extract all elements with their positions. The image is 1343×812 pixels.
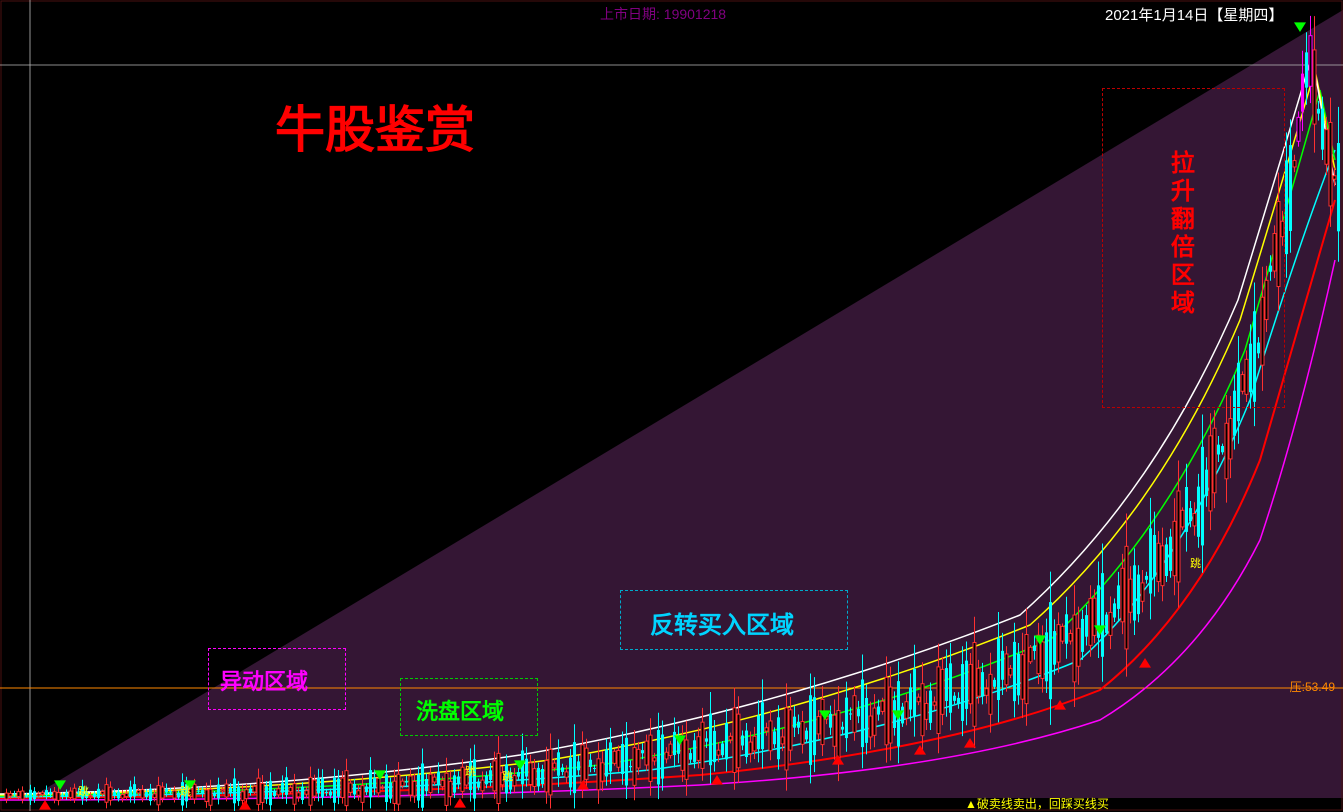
main-title: 牛股鉴赏 [275, 90, 475, 162]
chart-date: 2021年1月14日【星期四】 [1105, 4, 1283, 25]
jump-label: 跳 [1190, 555, 1201, 571]
footer-indicator-text: ▲破卖线卖出，回踩买线买 [965, 795, 1109, 812]
zone-anomaly-label: 异动区域 [220, 664, 308, 696]
listing-label-text: 上市日期: [600, 6, 660, 22]
price-line-label: 压:53.49 [1290, 678, 1335, 695]
jump-label: 跳 [465, 763, 476, 779]
listing-value-text: 19901218 [664, 6, 726, 22]
jump-label: 跳 [502, 768, 513, 784]
stock-chart-container: 上市日期: 19901218 2021年1月14日【星期四】 牛股鉴赏 异动区域… [0, 0, 1343, 811]
zone-reversal-label: 反转买入区域 [650, 605, 794, 640]
zone-washout-label: 洗盘区域 [416, 694, 504, 726]
listing-date-label: 上市日期: 19901218 [600, 4, 726, 24]
zone-pullup-label: 拉升翻倍区域 [1160, 150, 1198, 318]
jump-label: 跳 [78, 783, 89, 799]
jump-label: 跳 [180, 783, 191, 799]
